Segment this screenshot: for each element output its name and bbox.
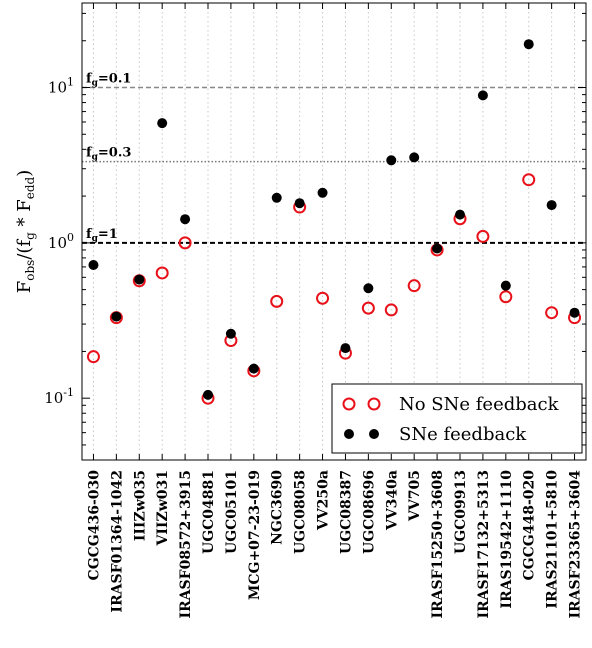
point-sne-feedback: [455, 209, 465, 220]
point-sne-feedback: [569, 307, 580, 318]
x-category-label: UGC08696: [361, 470, 377, 554]
point-sne-feedback: [248, 363, 259, 374]
reference-lines: [82, 86, 586, 244]
x-category-label: IRASF17132+5313: [476, 470, 492, 619]
y-axis: 101 100 10-1: [44, 12, 586, 461]
point-sne-feedback: [386, 155, 397, 166]
point-no-sne-feedback: [384, 303, 398, 317]
y-tick-label: 101: [48, 76, 74, 97]
point-sne-feedback: [203, 389, 213, 400]
point-sne-feedback: [317, 187, 328, 198]
ref-label-fg-0-1: fg=0.1: [86, 72, 131, 89]
point-sne-feedback: [500, 280, 511, 291]
point-no-sne-feedback: [178, 236, 192, 250]
point-sne-feedback: [523, 39, 534, 50]
point-no-sne-feedback: [361, 301, 375, 315]
x-category-label: IRAS19542+1110: [499, 470, 515, 609]
legend-marker-sne: [344, 429, 354, 439]
point-no-sne-feedback: [476, 229, 490, 243]
legend-marker-sne: [369, 429, 379, 439]
ref-label-text: fg=1: [86, 227, 118, 244]
x-category-label: UGC08387: [338, 470, 354, 554]
point-sne-feedback: [134, 274, 145, 285]
legend: No SNe feedback SNe feedback: [331, 383, 583, 454]
y-axis-label-text: Fobs/(fg * Fedd): [14, 170, 37, 293]
x-category-label: UGC08058: [293, 470, 309, 554]
ref-label-fg-1: fg=1: [86, 227, 118, 244]
point-sne-feedback: [88, 260, 99, 271]
y-tick-label: 100: [48, 231, 74, 252]
x-category-label: UGC05101: [224, 470, 240, 554]
point-sne-feedback: [271, 192, 282, 203]
point-sne-feedback: [340, 343, 351, 354]
x-category-label: MCG+07-23-019: [247, 470, 263, 600]
point-no-sne-feedback: [155, 266, 169, 280]
point-no-sne-feedback: [407, 279, 421, 293]
x-category-label: CGCG436-030: [86, 470, 102, 581]
point-sne-feedback: [477, 90, 488, 101]
point-no-sne-feedback: [522, 173, 536, 187]
point-no-sne-feedback: [316, 291, 330, 305]
x-category-label: UGC09913: [453, 470, 469, 554]
x-category-label: IRASF08572+3915: [178, 470, 194, 619]
x-category-label: CGCG448-020: [522, 470, 538, 581]
x-axis: CGCG436-030 IRASF01364-1042 IIIZw035 VIIZw0…: [86, 3, 584, 619]
x-category-label: UGC04881: [201, 470, 217, 554]
point-sne-feedback: [294, 198, 305, 209]
ref-label-fg-0-3: fg=0.3: [86, 146, 131, 163]
point-sne-feedback: [180, 214, 191, 225]
x-category-label: VV705: [407, 470, 423, 522]
point-sne-feedback: [546, 200, 557, 211]
x-category-label: VIIZw031: [155, 470, 171, 546]
point-sne-feedback: [111, 311, 122, 322]
point-no-sne-feedback: [86, 350, 100, 364]
x-category-label: NGC3690: [270, 470, 286, 545]
y-axis-label: Fobs/(fg * Fedd): [14, 170, 37, 293]
legend-marker-no-sne: [367, 397, 381, 411]
point-sne-feedback: [225, 328, 236, 339]
x-category-label: VV340a: [384, 470, 400, 531]
plot-frame: [81, 2, 587, 461]
point-sne-feedback: [363, 283, 374, 294]
x-category-label: IRAS21101+5810: [545, 470, 561, 609]
x-category-label: IRASF15250+3608: [430, 470, 446, 618]
ref-label-text: fg=0.1: [86, 72, 131, 89]
y-tick-label: 10-1: [44, 386, 74, 407]
x-category-label: IRASF23365+3604: [568, 470, 584, 619]
legend-label: SNe feedback: [399, 424, 527, 445]
point-sne-feedback: [157, 118, 168, 129]
x-category-label: IRASF01364-1042: [109, 470, 125, 613]
ref-label-text: fg=0.3: [86, 146, 131, 163]
point-sne-feedback: [432, 243, 443, 254]
x-category-label: IIIZw035: [132, 470, 148, 541]
point-no-sne-feedback: [499, 290, 513, 304]
legend-box: [331, 383, 583, 454]
x-category-label: VV250a: [316, 470, 332, 531]
point-no-sne-feedback: [545, 306, 559, 320]
point-sne-feedback: [409, 152, 420, 163]
data-points: [86, 39, 582, 405]
legend-marker-no-sne: [342, 397, 356, 411]
point-no-sne-feedback: [270, 294, 284, 308]
legend-label: No SNe feedback: [399, 394, 560, 415]
